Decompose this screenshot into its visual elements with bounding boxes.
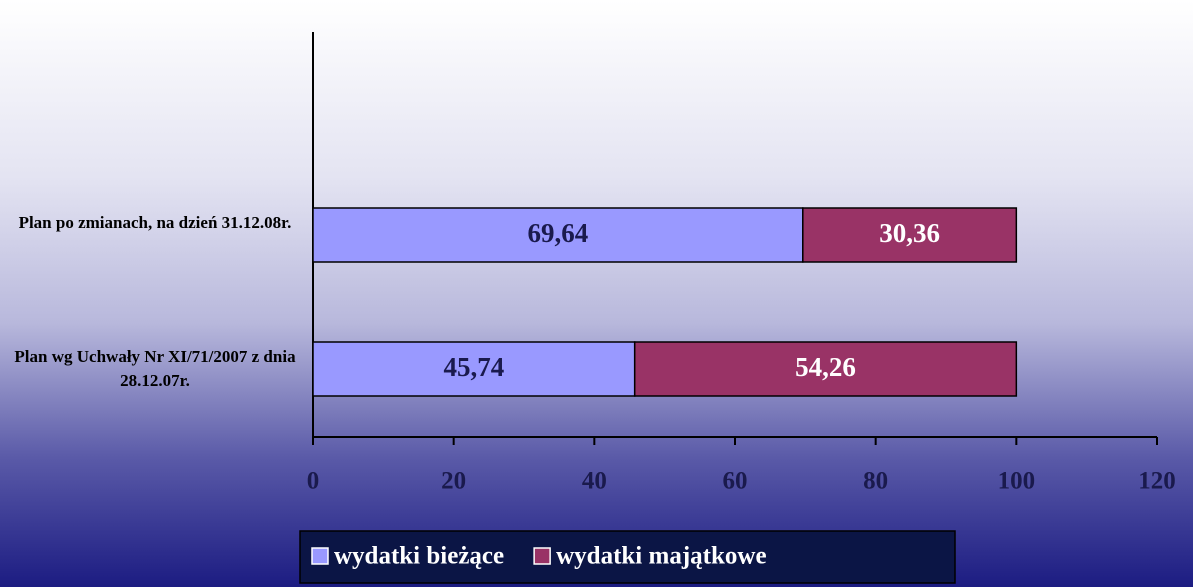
bar-segment <box>802 207 1018 263</box>
legend-swatch <box>311 547 329 565</box>
category-label: Plan po zmianach, na dzień 31.12.08r. <box>18 213 292 232</box>
x-tick-label: 120 <box>1138 468 1176 495</box>
legend-swatch <box>533 547 551 565</box>
legend-box <box>299 530 956 584</box>
x-tick-label: 20 <box>441 468 466 495</box>
x-tick-label: 40 <box>582 468 607 495</box>
x-tick-label: 0 <box>307 468 320 495</box>
bar-segment <box>633 341 1018 397</box>
x-tick-label: 100 <box>998 468 1036 495</box>
legend-label: wydatki majątkowe <box>556 543 766 570</box>
x-tick-label: 60 <box>723 468 748 495</box>
value-label: 45,74 <box>443 352 504 382</box>
value-label: 30,36 <box>879 218 940 248</box>
bar-segment <box>312 341 636 397</box>
category-label: Plan wg Uchwały Nr XI/71/2007 z dnia 28.… <box>14 347 296 390</box>
value-label: 54,26 <box>795 352 856 382</box>
x-tick-label: 80 <box>863 468 888 495</box>
legend-label: wydatki bieżące <box>334 543 504 570</box>
value-label: 69,64 <box>528 218 589 248</box>
